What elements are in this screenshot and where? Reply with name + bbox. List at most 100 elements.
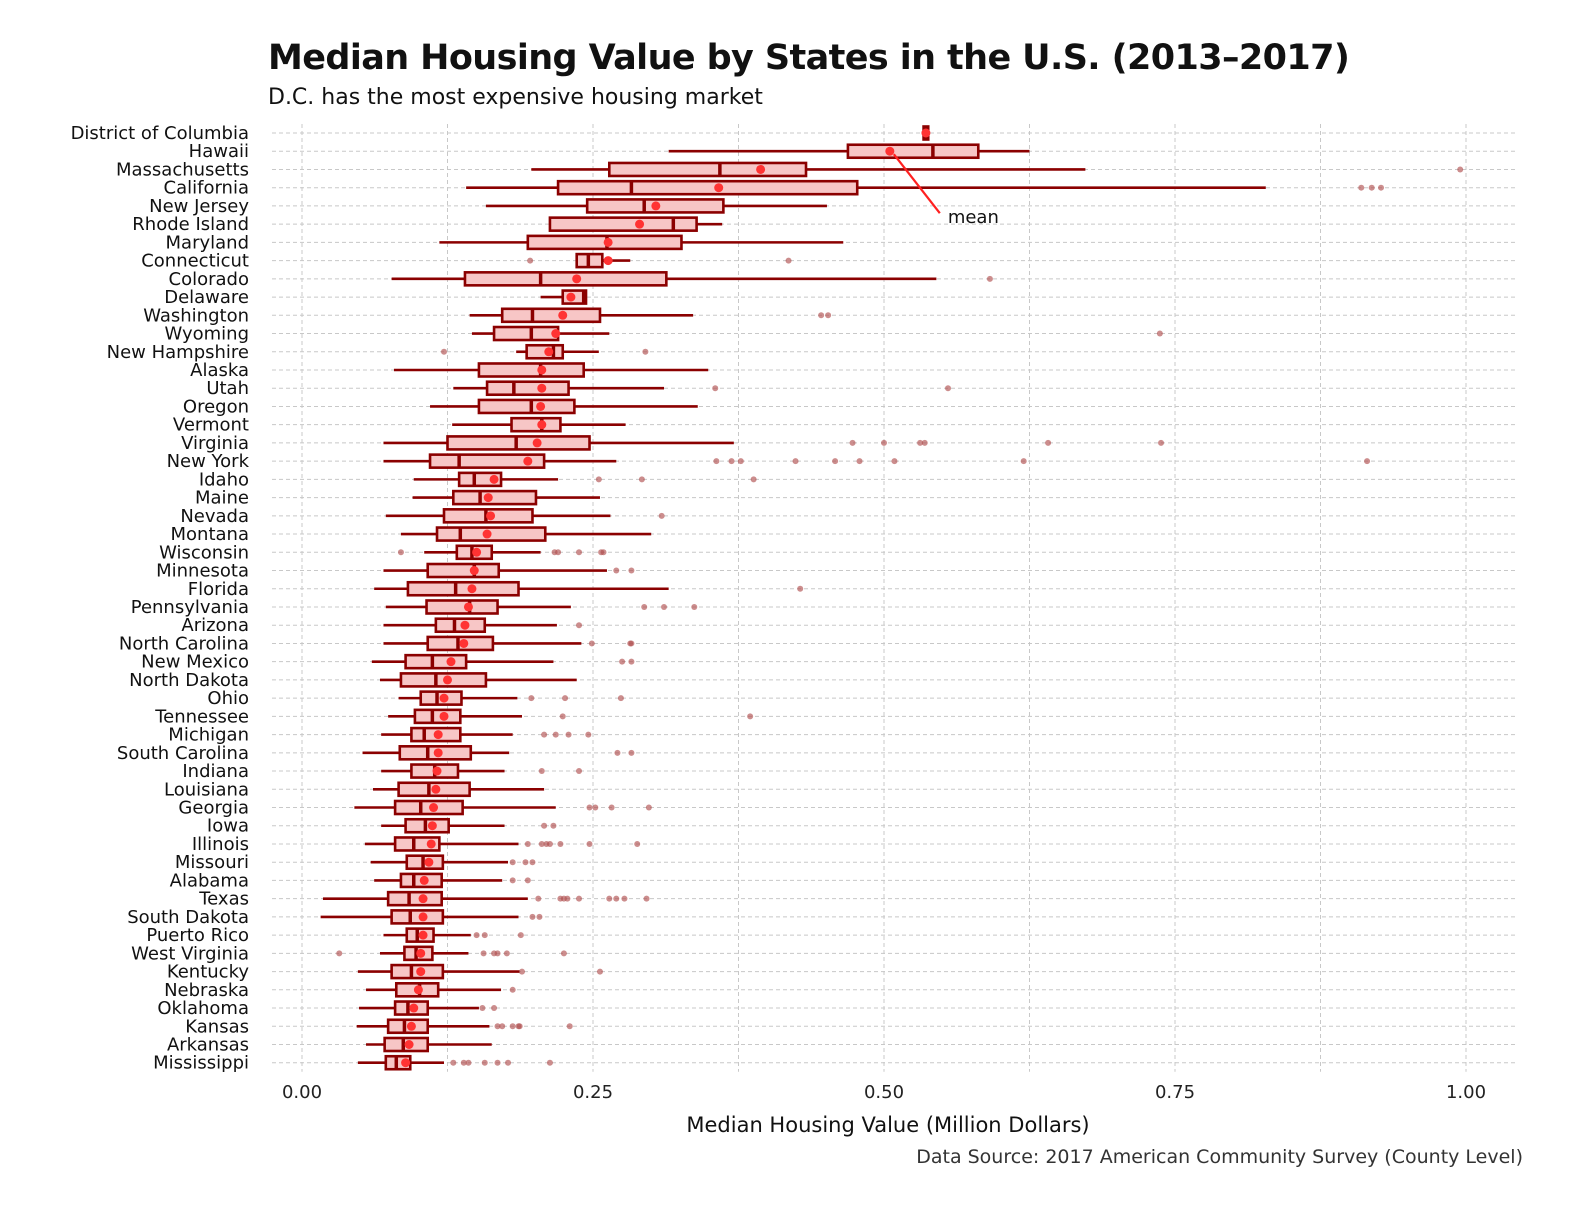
y-tick-label: South Carolina (117, 743, 249, 764)
state-boxplot (322, 890, 650, 907)
y-tick-label: New York (167, 451, 250, 472)
state-boxplot (336, 945, 567, 962)
outlier-point (1364, 458, 1371, 465)
iqr-box (390, 909, 445, 925)
y-tick-label: Maryland (166, 232, 249, 253)
mean-point (566, 292, 576, 302)
outlier-point (491, 1005, 498, 1012)
iqr-box (434, 617, 487, 634)
outlier-point (986, 275, 993, 282)
state-boxplot (527, 252, 792, 269)
iqr-box (548, 216, 698, 232)
outlier-point (565, 731, 572, 738)
mean-point (433, 748, 443, 758)
outlier-point (529, 859, 536, 866)
outlier-point (560, 950, 567, 957)
y-tick-label: Kentucky (167, 962, 250, 983)
outlier-point (750, 476, 757, 483)
outlier-point (494, 1023, 501, 1030)
y-tick-label: Washington (143, 305, 249, 326)
mean-point (885, 146, 895, 156)
x-tick-label: 0.25 (573, 1082, 613, 1103)
mean-point (603, 256, 613, 266)
outlier-point (586, 840, 593, 847)
outlier-point (499, 1023, 506, 1030)
y-tick-label: District of Columbia (71, 123, 249, 144)
outlier-point (712, 385, 719, 392)
state-boxplot (364, 836, 641, 852)
iqr-box (457, 471, 503, 488)
iqr-box (846, 143, 980, 160)
y-tick-label: Colorado (169, 269, 249, 290)
outlier-point (818, 312, 825, 319)
x-axis-title: Median Housing Value (Million Dollars) (686, 1113, 1089, 1137)
y-tick-label: Michigan (168, 725, 249, 746)
state-boxplot (379, 672, 577, 688)
x-axis-labels: 0.00 0.25 0.50 0.75 1.00 (282, 1082, 1486, 1103)
outlier-point (465, 1059, 472, 1066)
outlier-point (505, 1059, 512, 1066)
outlier-point (596, 968, 603, 975)
iqr-box (426, 562, 501, 579)
outlier-point (585, 731, 592, 738)
mean-point (439, 711, 449, 721)
outlier-point (825, 312, 832, 319)
outlier-point (785, 257, 792, 264)
state-boxplot (383, 453, 1371, 469)
outlier-point (608, 804, 615, 811)
outlier-point (576, 549, 583, 556)
mean-point (427, 821, 437, 831)
y-tick-label: Arizona (181, 615, 249, 636)
state-boxplot (385, 508, 665, 524)
iqr-box (556, 179, 859, 196)
iqr-box (477, 362, 585, 378)
mean-point (603, 237, 613, 247)
outlier-point (336, 950, 343, 957)
mean-point (537, 365, 547, 375)
iqr-box (406, 580, 520, 597)
mean-point (536, 401, 546, 411)
iqr-box (607, 161, 808, 178)
iqr-box (510, 416, 562, 433)
y-tick-label: Ohio (207, 688, 249, 709)
outlier-point (509, 877, 516, 884)
y-tick-label: Mississippi (153, 1053, 249, 1074)
y-tick-label: Georgia (178, 798, 249, 819)
state-boxplot (485, 198, 827, 214)
y-tick-label: Indiana (182, 761, 249, 782)
mean-point (482, 529, 492, 539)
outlier-point (552, 731, 559, 738)
y-tick-label: Idaho (199, 469, 249, 490)
outlier-point (1158, 439, 1165, 446)
state-boxplot (393, 362, 709, 378)
mean-point (558, 310, 568, 320)
state-boxplot (383, 562, 635, 579)
mean-point (551, 329, 561, 339)
outlier-point (628, 658, 635, 665)
mean-point (651, 201, 661, 211)
outlier-point (480, 950, 487, 957)
outlier-point (481, 932, 488, 939)
y-tick-label: Massachusetts (116, 159, 249, 180)
outlier-point (645, 804, 652, 811)
mean-point (401, 1058, 411, 1068)
outlier-point (658, 512, 665, 519)
state-boxplot (362, 745, 635, 761)
outlier-point (541, 822, 548, 829)
mean-point (756, 164, 766, 174)
outlier-point (494, 1059, 501, 1066)
mean-point (486, 511, 496, 521)
iqr-box (386, 890, 443, 907)
outlier-point (557, 840, 564, 847)
outlier-point (856, 458, 863, 465)
outlier-point (713, 458, 720, 465)
outlier-point (606, 895, 613, 902)
state-boxplot (471, 325, 1163, 342)
y-tick-label: Kansas (185, 1016, 249, 1037)
iqr-box (446, 435, 591, 451)
box-series (320, 125, 1464, 1071)
mean-point (544, 347, 554, 357)
y-tick-label: Pennsylvania (131, 597, 249, 618)
mean-point (418, 894, 428, 904)
outlier-point (397, 549, 404, 556)
